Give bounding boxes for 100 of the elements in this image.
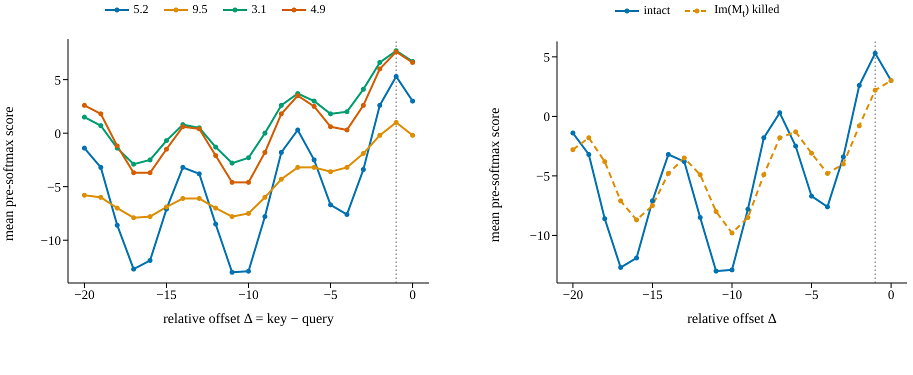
point xyxy=(230,270,235,275)
point xyxy=(196,171,202,176)
point xyxy=(98,123,104,128)
point xyxy=(82,146,87,151)
point xyxy=(246,210,251,216)
point xyxy=(213,222,218,227)
point xyxy=(312,164,317,170)
point xyxy=(230,180,235,185)
point xyxy=(698,172,703,178)
y-axis-title: mean pre-softmax score xyxy=(2,106,17,241)
point xyxy=(262,130,268,136)
point xyxy=(824,171,830,176)
point xyxy=(714,209,719,214)
y-tick-label: −10 xyxy=(530,228,550,244)
point xyxy=(377,102,382,108)
point xyxy=(114,222,120,228)
x-tick-label: 0 xyxy=(888,287,894,302)
point xyxy=(196,196,202,201)
point xyxy=(278,176,284,182)
point xyxy=(410,132,416,138)
point xyxy=(278,111,284,116)
point xyxy=(98,111,104,116)
point xyxy=(328,124,334,130)
point xyxy=(82,114,87,120)
point xyxy=(278,102,284,108)
point xyxy=(777,135,782,140)
point xyxy=(745,206,750,212)
point xyxy=(312,98,317,104)
point xyxy=(360,86,366,92)
point xyxy=(344,164,350,170)
point xyxy=(793,144,798,149)
y-tick-label: −10 xyxy=(40,232,61,248)
point xyxy=(570,130,576,136)
point xyxy=(180,164,186,170)
point xyxy=(714,268,719,274)
y-tick-label: −5 xyxy=(536,168,550,184)
point xyxy=(344,127,350,132)
point xyxy=(777,110,782,116)
point xyxy=(164,138,169,144)
point xyxy=(586,152,592,157)
point xyxy=(213,153,218,158)
point xyxy=(360,151,366,156)
point xyxy=(394,120,399,125)
point xyxy=(360,167,366,172)
point xyxy=(344,212,350,218)
point xyxy=(570,147,576,152)
point xyxy=(377,132,382,138)
legend-label: intact xyxy=(644,3,670,18)
point xyxy=(840,154,846,160)
x-axis-title: relative offset Δ xyxy=(687,312,777,327)
x-tick-label: 0 xyxy=(409,287,416,302)
point xyxy=(410,98,416,104)
point xyxy=(180,196,186,201)
y-axis-title: mean pre-softmax score xyxy=(488,108,503,242)
point xyxy=(602,159,608,164)
x-tick-label: −15 xyxy=(642,287,663,302)
x-tick-label: −15 xyxy=(156,287,177,302)
point xyxy=(344,109,350,114)
x-tick-label: −5 xyxy=(804,287,818,302)
point xyxy=(246,268,251,274)
point xyxy=(131,266,136,272)
point xyxy=(262,214,268,220)
point xyxy=(148,157,153,162)
point xyxy=(394,74,399,79)
x-tick-label: −20 xyxy=(562,287,584,302)
point xyxy=(131,215,136,220)
point xyxy=(745,215,750,220)
point xyxy=(856,82,862,88)
x-tick-label: −5 xyxy=(324,287,338,302)
point xyxy=(586,135,592,140)
point xyxy=(230,214,235,220)
point xyxy=(262,194,268,200)
point xyxy=(98,164,104,170)
point xyxy=(634,256,640,261)
point xyxy=(872,50,878,56)
legend-label: 5.2 xyxy=(134,2,148,17)
x-axis-title: relative offset Δ = key − query xyxy=(163,312,334,327)
point xyxy=(650,198,655,204)
point xyxy=(82,192,87,198)
point xyxy=(377,66,382,72)
point xyxy=(682,156,687,161)
point xyxy=(328,169,334,174)
point xyxy=(262,150,268,155)
point xyxy=(730,267,734,272)
point xyxy=(98,194,104,200)
legend-label: 3.1 xyxy=(252,2,266,17)
point xyxy=(114,206,120,211)
point xyxy=(328,111,334,116)
point xyxy=(840,161,846,166)
legend-label: Im(M$_{t}$) killed xyxy=(714,2,780,20)
point xyxy=(824,204,830,210)
point xyxy=(761,172,766,178)
point xyxy=(295,164,300,170)
point xyxy=(666,171,671,176)
point xyxy=(809,194,814,199)
point xyxy=(82,102,87,108)
point xyxy=(213,144,218,150)
point xyxy=(793,129,798,134)
point xyxy=(872,88,878,93)
point xyxy=(312,104,317,109)
